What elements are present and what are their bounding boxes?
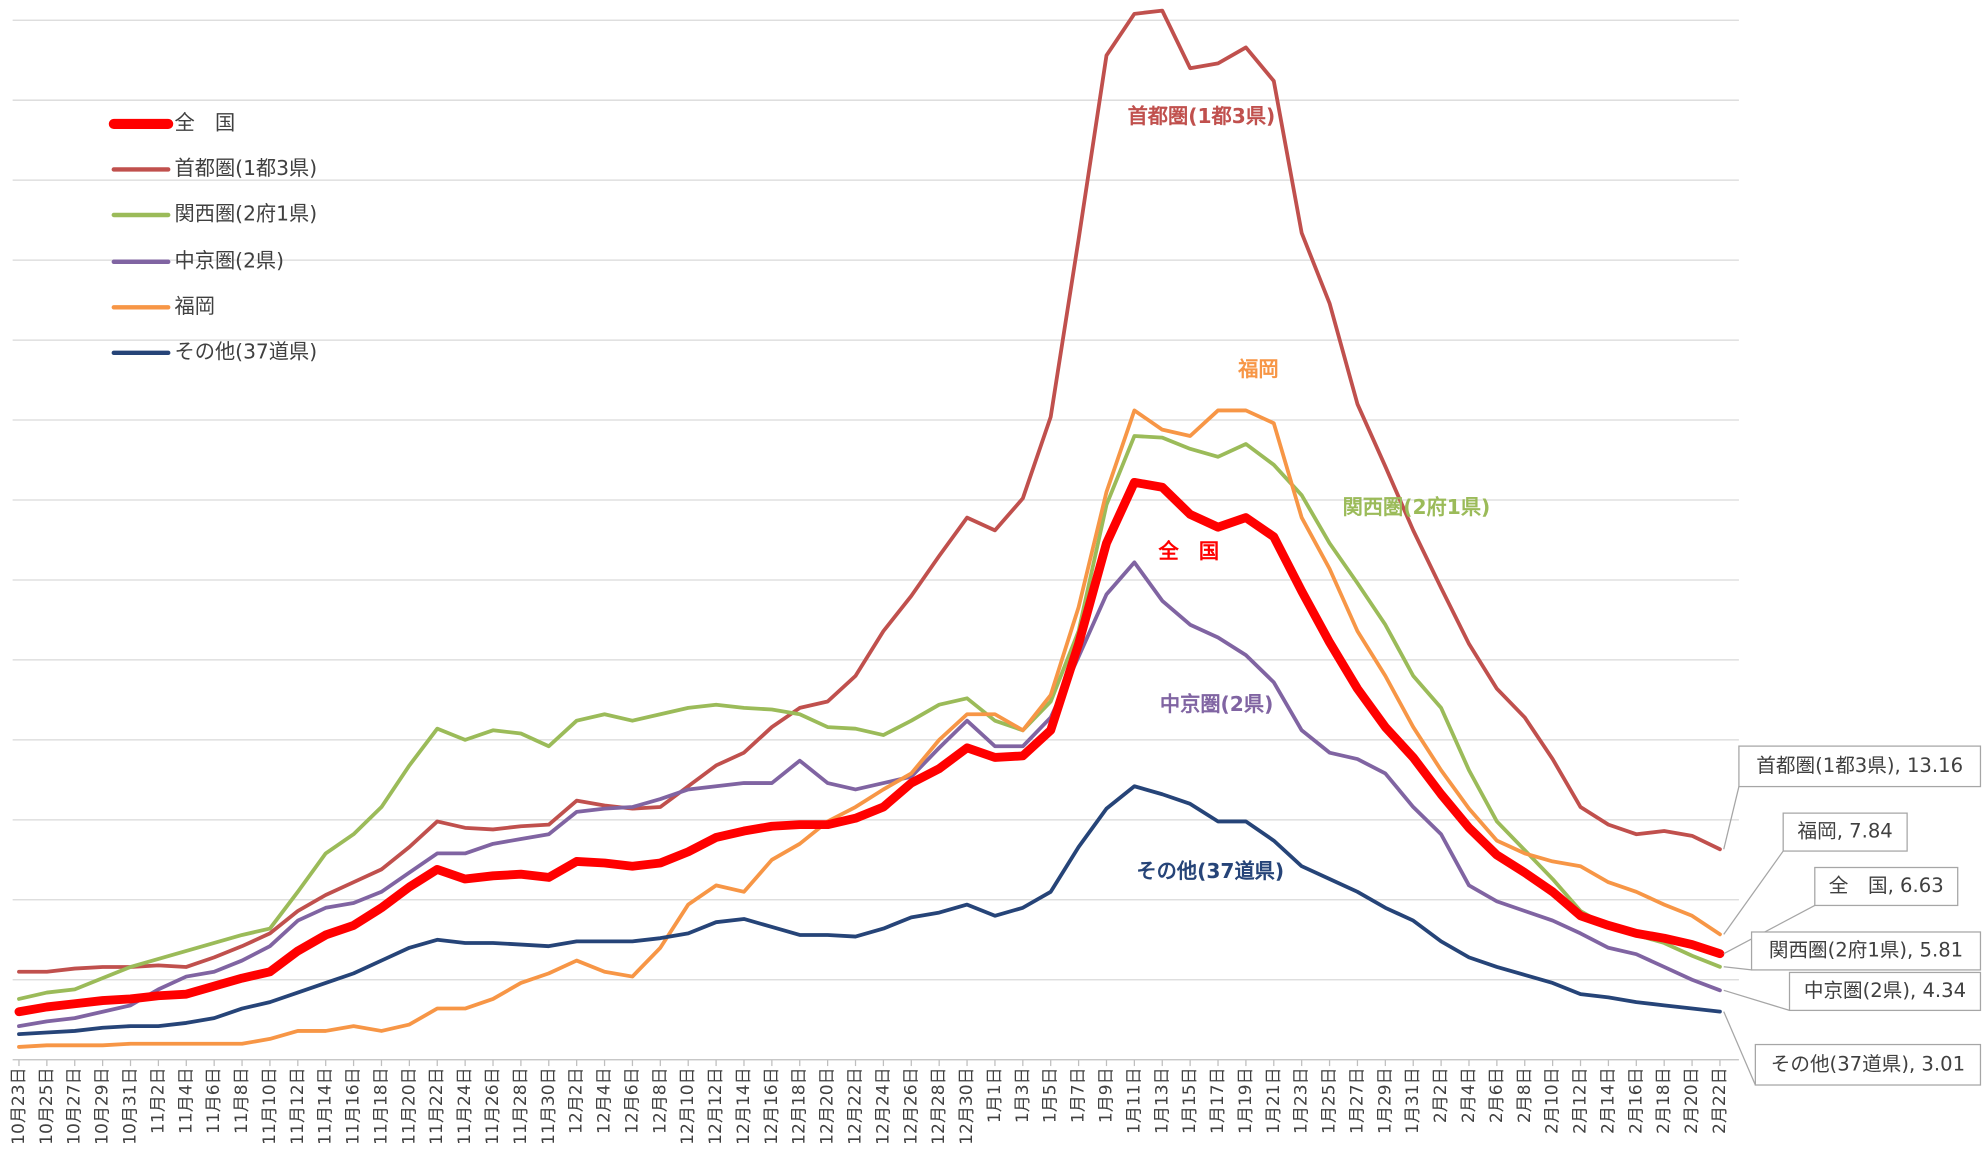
x-tick-label: 1月21日: [1264, 1067, 1284, 1134]
x-tick-label: 2月18日: [1654, 1067, 1674, 1134]
x-tick-label: 11月30日: [539, 1067, 559, 1145]
leader-line: [1723, 1011, 1756, 1086]
end-label-box: [1750, 931, 1982, 971]
x-tick-label: 11月2日: [148, 1067, 168, 1134]
x-tick-label: 12月14日: [734, 1067, 754, 1145]
x-tick-label: 1月25日: [1320, 1067, 1340, 1134]
x-tick-label: 2月16日: [1626, 1067, 1646, 1134]
x-tick-label: 1月29日: [1375, 1067, 1395, 1134]
series-label: 全 国: [1157, 539, 1219, 563]
x-tick-label: 1月17日: [1208, 1067, 1228, 1134]
x-tick-label: 12月4日: [595, 1067, 615, 1134]
x-tick-label: 12月12日: [706, 1067, 726, 1145]
series-line: [14, 477, 1725, 1017]
x-tick-label: 1月13日: [1152, 1067, 1172, 1134]
x-tick-label: 2月8日: [1515, 1067, 1535, 1123]
x-tick-label: 12月26日: [901, 1067, 921, 1145]
x-tick-label: 11月28日: [511, 1067, 531, 1145]
series-line: [17, 8, 1722, 974]
series-line: [17, 434, 1722, 1001]
legend-label: その他(37道県): [175, 339, 318, 363]
end-label-box: [1788, 971, 1982, 1012]
end-label: 福岡, 7.84: [1798, 820, 1893, 843]
x-tick-label: 1月1日: [985, 1067, 1005, 1123]
x-tick-label: 12月24日: [873, 1067, 893, 1145]
x-tick-label: 11月26日: [483, 1067, 503, 1145]
legend-label: 関西圏(2府1県): [175, 201, 318, 225]
end-label-box: [1754, 1043, 1982, 1086]
legend-label: 全 国: [175, 110, 236, 134]
legend-label: 首都圏(1都3県): [175, 156, 318, 180]
x-tick-label: 2月6日: [1487, 1067, 1507, 1123]
x-tick-label: 11月10日: [260, 1067, 280, 1145]
series-label: 中京圏(2県): [1160, 692, 1273, 716]
x-tick-label: 2月2日: [1431, 1067, 1451, 1123]
x-tick-label: 11月4日: [176, 1067, 196, 1134]
x-tick-label: 11月24日: [455, 1067, 475, 1145]
x-tick-label: 10月23日: [9, 1067, 29, 1145]
x-tick-label: 12月28日: [929, 1067, 949, 1145]
x-tick-label: 2月14日: [1598, 1067, 1618, 1134]
x-tick-label: 1月11日: [1124, 1067, 1144, 1134]
series-line: [17, 560, 1722, 1029]
x-tick-label: 11月22日: [427, 1067, 447, 1145]
x-tick-label: 2月12日: [1571, 1067, 1591, 1134]
x-tick-label: 12月10日: [678, 1067, 698, 1145]
x-tick-label: 11月14日: [316, 1067, 336, 1145]
x-tick-label: 1月19日: [1236, 1067, 1256, 1134]
leader-line: [1723, 904, 1816, 955]
x-tick-label: 10月29日: [93, 1067, 113, 1145]
leader-line: [1723, 850, 1784, 935]
x-tick-label: 10月27日: [65, 1067, 85, 1145]
x-tick-label: 11月8日: [232, 1067, 252, 1134]
x-tick-label: 12月18日: [790, 1067, 810, 1145]
end-label-box: [1814, 866, 1959, 907]
x-tick-label: 10月25日: [37, 1067, 57, 1145]
x-tick-label: 11月18日: [371, 1067, 391, 1145]
x-tick-label: 12月20日: [818, 1067, 838, 1145]
end-label: 中京圏(2県), 4.34: [1804, 979, 1966, 1002]
x-tick-label: 2月20日: [1682, 1067, 1702, 1134]
x-tick-label: 1月27日: [1347, 1067, 1367, 1134]
leader-line: [1723, 966, 1752, 971]
x-tick-label: 12月2日: [567, 1067, 587, 1134]
series-line: [17, 784, 1722, 1037]
x-tick-label: 11月12日: [288, 1067, 308, 1145]
series-label: その他(37道県): [1136, 859, 1284, 883]
x-tick-label: 12月8日: [650, 1067, 670, 1134]
x-tick-label: 11月20日: [399, 1067, 419, 1145]
end-label: 全 国, 6.63: [1829, 874, 1944, 897]
x-tick-label: 1月23日: [1292, 1067, 1312, 1134]
series-line: [17, 408, 1722, 1049]
x-tick-label: 12月6日: [622, 1067, 642, 1134]
x-tick-label: 11月6日: [204, 1067, 224, 1134]
x-tick-label: 12月30日: [957, 1067, 977, 1145]
x-tick-label: 12月22日: [846, 1067, 866, 1145]
x-tick-label: 1月9日: [1096, 1067, 1116, 1123]
x-tick-label: 2月22日: [1710, 1067, 1730, 1134]
end-label-box: [1782, 812, 1908, 852]
x-tick-label: 1月5日: [1041, 1067, 1061, 1123]
x-tick-label: 10月31日: [121, 1067, 141, 1145]
series-label: 首都圏(1都3県): [1128, 104, 1276, 128]
leader-line: [1723, 786, 1740, 850]
end-label: 関西圏(2府1県), 5.81: [1769, 938, 1963, 961]
end-label-box: [1738, 745, 1982, 788]
x-tick-label: 1月15日: [1180, 1067, 1200, 1134]
x-tick-label: 2月10日: [1543, 1067, 1563, 1134]
end-label: その他(37道県), 3.01: [1771, 1052, 1965, 1075]
x-tick-label: 11月16日: [344, 1067, 364, 1145]
legend-label: 福岡: [175, 294, 215, 318]
x-tick-label: 2月4日: [1459, 1067, 1479, 1123]
series-label: 福岡: [1237, 357, 1278, 381]
x-tick-label: 12月16日: [762, 1067, 782, 1145]
end-label: 首都圏(1都3県), 13.16: [1756, 754, 1963, 777]
series-label: 関西圏(2府1県): [1343, 495, 1491, 519]
leader-line: [1723, 989, 1790, 1012]
x-tick-label: 1月7日: [1069, 1067, 1089, 1123]
x-tick-label: 1月31日: [1403, 1067, 1423, 1134]
x-tick-label: 1月3日: [1013, 1067, 1033, 1123]
legend-label: 中京圏(2県): [175, 248, 285, 272]
